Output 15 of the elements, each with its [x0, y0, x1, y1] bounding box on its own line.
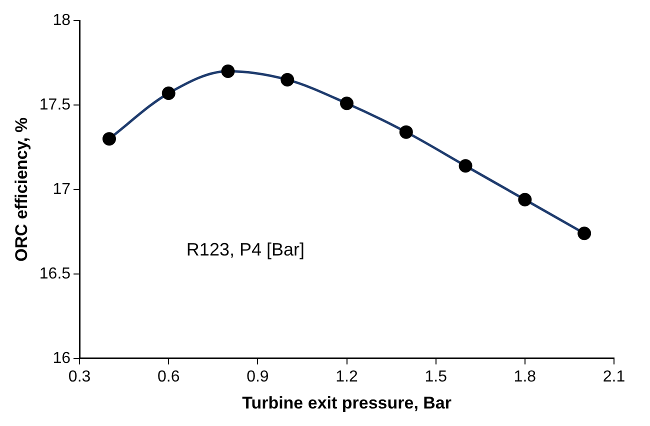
y-tick-label: 18	[52, 12, 71, 30]
y-axis-title: ORC efficiency, %	[12, 117, 31, 262]
x-tick-label: 1.2	[336, 368, 358, 386]
y-tick-label: 17	[52, 180, 71, 198]
y-tick-label: 17.5	[39, 96, 71, 114]
x-tick-label: 2.1	[602, 368, 626, 386]
y-tick-label: 16.5	[39, 265, 71, 282]
x-tick-label: 1.5	[424, 368, 448, 386]
y-tick-label: 16	[52, 350, 71, 367]
x-tick-label: 0.3	[68, 368, 91, 386]
annotation: R123, P4 [Bar]	[186, 239, 305, 260]
x-tick-label: 1.8	[514, 368, 536, 386]
x-tick-label: 0.6	[157, 368, 180, 386]
x-axis-title: Turbine exit pressure, Bar	[242, 393, 452, 412]
x-tick-label: 0.9	[246, 368, 269, 386]
